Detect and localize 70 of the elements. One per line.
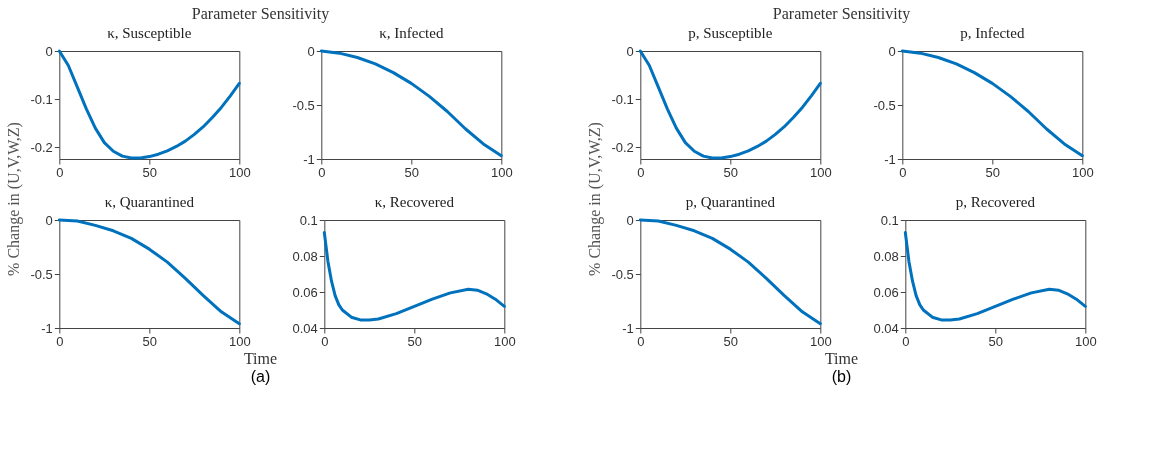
text: (b)	[831, 368, 852, 385]
x-tick-label: 0	[56, 164, 64, 180]
y-tick-label: -0.1	[611, 91, 634, 107]
chart-title: p, Susceptible	[688, 25, 773, 41]
line-series	[57, 218, 241, 326]
chart-title: κ, Susceptible	[107, 25, 192, 41]
y-tick-label: 0	[888, 43, 896, 59]
text: Parameter Sensitivity	[191, 5, 330, 23]
x-tick-label: 100	[228, 164, 251, 180]
y-tick-label: -1	[41, 320, 53, 336]
x-tick-label: 0	[902, 333, 910, 349]
y-tick-label: 0.1	[299, 212, 318, 228]
x-tick-label: 50	[723, 333, 739, 349]
x-tick-label: 50	[985, 164, 1001, 180]
y-axis-title: % Change in (U,V,W,Z)	[586, 122, 605, 276]
x-tick-label: 0	[637, 333, 645, 349]
y-tick-label: 0.04	[292, 320, 318, 336]
y-tick-label: 0.04	[873, 320, 899, 336]
x-tick-label: 100	[1074, 333, 1097, 349]
y-tick-label: -0.2	[611, 139, 634, 155]
y-tick-label: -1	[884, 151, 896, 167]
chart-title: p, Recovered	[955, 194, 1036, 210]
y-tick-label: -0.5	[873, 97, 896, 113]
x-tick-label: 50	[407, 333, 423, 349]
chart-title: κ, Infected	[379, 25, 444, 41]
x-tick-label: 100	[490, 164, 513, 180]
x-axis-title: Time	[824, 350, 859, 367]
y-tick-label: 0	[626, 43, 634, 59]
y-tick-label: -0.2	[30, 139, 53, 155]
y-tick-label: -1	[303, 151, 315, 167]
y-tick-label: 0	[626, 212, 634, 228]
line-series	[900, 49, 1084, 158]
y-tick-label: -0.5	[292, 97, 315, 113]
line-series	[319, 49, 503, 158]
x-tick-label: 50	[142, 333, 158, 349]
y-tick-label: -0.5	[611, 266, 634, 282]
x-tick-label: 0	[321, 333, 329, 349]
chart-title: κ, Quarantined	[104, 194, 195, 210]
chart-title: κ, Recovered	[374, 194, 455, 210]
line-series	[903, 231, 1087, 322]
x-tick-label: 0	[637, 164, 645, 180]
x-tick-label: 50	[723, 164, 739, 180]
y-axis-title: % Change in (U,V,W,Z)	[5, 122, 24, 276]
line-series	[638, 218, 822, 326]
y-tick-label: 0.06	[873, 284, 899, 300]
chart-title: p, Quarantined	[685, 194, 776, 210]
x-tick-label: 100	[809, 164, 832, 180]
y-tick-label: 0.08	[292, 248, 318, 264]
x-tick-label: 0	[56, 333, 64, 349]
x-tick-label: 100	[228, 333, 251, 349]
y-tick-label: 0.06	[292, 284, 318, 300]
x-tick-label: 100	[809, 333, 832, 349]
x-tick-label: 100	[493, 333, 516, 349]
y-tick-label: -0.5	[30, 266, 53, 282]
y-tick-label: 0	[45, 43, 53, 59]
y-tick-label: 0	[45, 212, 53, 228]
text: (a)	[250, 368, 271, 385]
x-tick-label: 50	[404, 164, 420, 180]
chart-title: p, Infected	[960, 25, 1025, 41]
x-tick-label: 50	[142, 164, 158, 180]
x-tick-label: 50	[988, 333, 1004, 349]
x-axis-title: Time	[243, 350, 278, 367]
y-tick-label: 0.08	[873, 248, 899, 264]
x-tick-label: 100	[1071, 164, 1094, 180]
y-tick-label: -0.1	[30, 91, 53, 107]
text: Parameter Sensitivity	[772, 5, 911, 23]
y-tick-label: 0.1	[880, 212, 899, 228]
y-tick-label: -1	[622, 320, 634, 336]
line-series	[322, 231, 506, 322]
y-tick-label: 0	[307, 43, 315, 59]
